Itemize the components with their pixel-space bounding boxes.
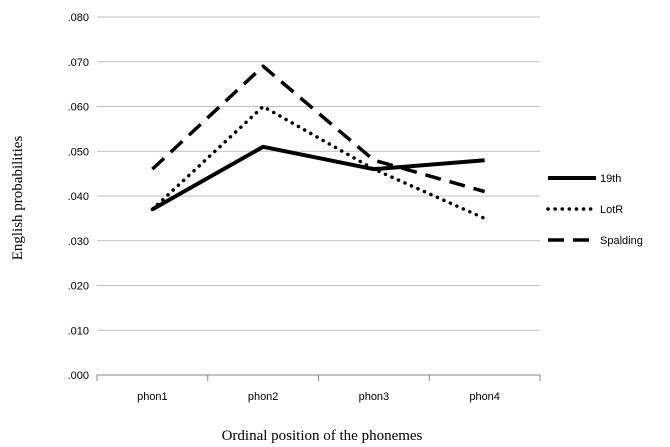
x-tick-label: phon3 — [359, 391, 390, 403]
legend-label: Spalding — [600, 235, 643, 247]
x-tick-label: phon4 — [469, 391, 500, 403]
gridlines — [97, 17, 540, 330]
legend: 19th LotR Spalding — [548, 173, 643, 247]
y-tick-label: .080 — [68, 12, 89, 24]
x-tick-label: phon1 — [137, 391, 168, 403]
y-tick-label: .030 — [68, 236, 89, 248]
y-tick-label: .070 — [68, 57, 89, 69]
x-tick-label: phon2 — [248, 391, 279, 403]
y-axis-title: English probabilities — [10, 136, 26, 261]
y-tick-label: .010 — [68, 325, 89, 337]
y-tick-label: .020 — [68, 281, 89, 293]
y-axis-ticks: .000 .010 .020 .030 .040 .050 .060 .070 .080 — [68, 12, 89, 382]
y-tick-label: .060 — [68, 102, 89, 114]
x-axis: phon1 phon2 phon3 phon4 — [97, 375, 540, 403]
y-tick-label: .050 — [68, 146, 89, 158]
x-axis-title: Ordinal position of the phonemes — [222, 428, 423, 444]
y-tick-label: .000 — [68, 370, 89, 382]
y-tick-label: .040 — [68, 191, 89, 203]
series-line-spalding — [152, 66, 484, 191]
legend-label: LotR — [600, 204, 623, 216]
legend-label: 19th — [600, 173, 621, 185]
